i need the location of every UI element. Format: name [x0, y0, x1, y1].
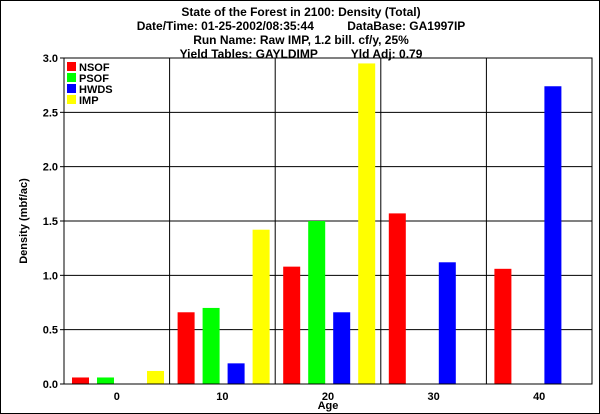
bar-imp — [358, 63, 376, 384]
legend-label-hwds: HWDS — [79, 84, 113, 96]
legend-swatch-imp — [67, 95, 76, 104]
x-tick-label: 20 — [322, 391, 334, 403]
y-tick-label: 1.5 — [43, 216, 58, 228]
bar-nsof — [283, 266, 301, 384]
legend-swatch-psof — [67, 73, 76, 82]
bars — [72, 63, 562, 385]
bar-imp — [252, 229, 270, 384]
header-datetime-line: Date/Time: 01-25-2002/08:35:44 DataBase:… — [1, 19, 600, 33]
x-tick-label: 40 — [533, 391, 545, 403]
y-tick-label: 3.0 — [43, 53, 58, 65]
bar-imp — [147, 370, 164, 384]
bar-psof — [202, 307, 220, 384]
legend-swatch-hwds — [67, 84, 76, 93]
bar-hwds — [333, 312, 351, 384]
bar-nsof — [177, 312, 195, 384]
y-axis-label: Density (mbf/ac) — [18, 178, 30, 264]
grid-lines — [64, 58, 592, 384]
run-name-label: Run Name: Raw IMP, 1.2 bill. cf/y, 25% — [193, 33, 409, 47]
y-tick-label: 1.0 — [43, 270, 58, 282]
x-tick-label: 0 — [114, 391, 120, 403]
y-tick-label: 2.0 — [43, 162, 58, 174]
bar-hwds — [544, 86, 562, 385]
x-tick-label: 10 — [216, 391, 228, 403]
y-tick-label: 0.0 — [43, 379, 58, 391]
x-tick-label: 30 — [427, 391, 439, 403]
bar-nsof — [388, 213, 406, 384]
chart-title: State of the Forest in 2100: Density (To… — [181, 5, 421, 19]
datetime-label: Date/Time: 01-25-2002/08:35:44 — [136, 19, 314, 33]
y-axis-ticks: 0.0 0.5 1.0 1.5 2.0 2.5 3.0 — [43, 53, 64, 391]
legend-label-nsof: NSOF — [79, 62, 110, 74]
bar-psof — [308, 221, 326, 384]
database-label: DataBase: GA1997IP — [347, 19, 466, 33]
x-axis-label: Age — [318, 400, 339, 412]
y-tick-label: 2.5 — [43, 107, 58, 119]
bar-hwds — [227, 363, 245, 384]
y-tick-label: 0.5 — [43, 325, 58, 337]
x-axis-ticks: 0 10 20 30 40 — [114, 391, 546, 403]
legend-label-psof: PSOF — [79, 73, 109, 85]
legend-label-imp: IMP — [79, 95, 99, 107]
bar-nsof — [72, 377, 89, 384]
legend-swatch-nsof — [67, 62, 76, 71]
bar-hwds — [438, 262, 456, 384]
bar-psof — [97, 377, 114, 384]
bar-nsof — [494, 268, 512, 384]
